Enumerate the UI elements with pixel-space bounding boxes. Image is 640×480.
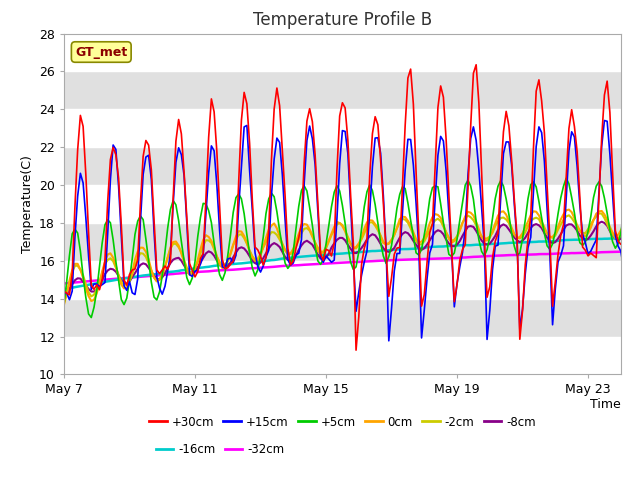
Bar (64, 109, 621, 147)
-8cm (538, 225, 545, 231)
+15cm (573, 163, 581, 169)
-32cm (630, 249, 638, 254)
+15cm (600, 118, 608, 123)
+15cm (344, 151, 352, 156)
-8cm (344, 242, 352, 248)
-16cm (630, 235, 638, 241)
+5cm (576, 240, 584, 246)
+5cm (88, 315, 95, 321)
-2cm (538, 222, 545, 228)
Line: 0cm: 0cm (64, 208, 634, 305)
-16cm (570, 237, 578, 242)
+15cm (180, 173, 188, 179)
-16cm (628, 235, 636, 241)
Title: Temperature Profile B: Temperature Profile B (253, 11, 432, 29)
+30cm (472, 62, 480, 68)
X-axis label: Time: Time (590, 398, 621, 411)
+30cm (66, 292, 74, 298)
0cm (66, 278, 74, 284)
-16cm (538, 239, 545, 244)
-8cm (570, 224, 578, 230)
-8cm (180, 263, 188, 268)
+5cm (66, 252, 74, 258)
-2cm (66, 279, 74, 285)
0cm (330, 224, 338, 230)
-16cm (330, 252, 338, 257)
+30cm (576, 194, 584, 200)
-32cm (344, 260, 352, 265)
Bar (64, 336, 621, 374)
-2cm (180, 257, 188, 263)
-2cm (595, 211, 603, 216)
-2cm (570, 219, 578, 225)
-2cm (630, 214, 638, 220)
+30cm (344, 137, 352, 143)
+5cm (347, 259, 355, 265)
-8cm (330, 240, 338, 246)
-16cm (66, 286, 74, 291)
+5cm (183, 275, 191, 280)
Bar (64, 34, 621, 72)
+15cm (630, 181, 638, 187)
+30cm (352, 348, 360, 353)
+5cm (630, 186, 638, 192)
-32cm (330, 260, 338, 266)
-2cm (344, 234, 352, 240)
+30cm (543, 182, 551, 188)
-32cm (570, 250, 578, 256)
0cm (630, 205, 638, 211)
Line: -2cm: -2cm (64, 214, 634, 302)
-32cm (66, 280, 74, 286)
Line: +5cm: +5cm (64, 178, 634, 318)
+30cm (330, 240, 338, 246)
Line: -8cm: -8cm (64, 221, 634, 298)
-32cm (538, 251, 545, 257)
+15cm (60, 290, 68, 296)
0cm (180, 259, 188, 265)
-32cm (180, 270, 188, 276)
Y-axis label: Temperature(C): Temperature(C) (20, 155, 33, 253)
-8cm (66, 287, 74, 292)
+5cm (333, 183, 340, 189)
Text: GT_met: GT_met (75, 46, 127, 59)
Bar (64, 261, 621, 299)
+30cm (630, 158, 638, 164)
Bar (64, 185, 621, 223)
0cm (570, 216, 578, 221)
-8cm (630, 218, 638, 224)
Line: -32cm: -32cm (64, 252, 634, 284)
+15cm (330, 257, 338, 263)
+5cm (563, 175, 570, 181)
-16cm (180, 267, 188, 273)
+5cm (60, 301, 68, 307)
Line: -16cm: -16cm (64, 238, 634, 289)
Line: +15cm: +15cm (64, 120, 634, 341)
+5cm (541, 230, 548, 236)
+15cm (541, 158, 548, 164)
-16cm (344, 250, 352, 256)
0cm (344, 236, 352, 241)
+15cm (385, 338, 392, 344)
+15cm (66, 297, 74, 302)
-2cm (330, 227, 338, 232)
Line: +30cm: +30cm (64, 65, 634, 350)
+30cm (180, 169, 188, 175)
-32cm (60, 281, 68, 287)
-2cm (60, 299, 68, 305)
-16cm (60, 287, 68, 292)
0cm (60, 302, 68, 308)
+30cm (60, 288, 68, 294)
Legend: -16cm, -32cm: -16cm, -32cm (151, 438, 289, 460)
0cm (538, 218, 545, 224)
-8cm (60, 295, 68, 301)
